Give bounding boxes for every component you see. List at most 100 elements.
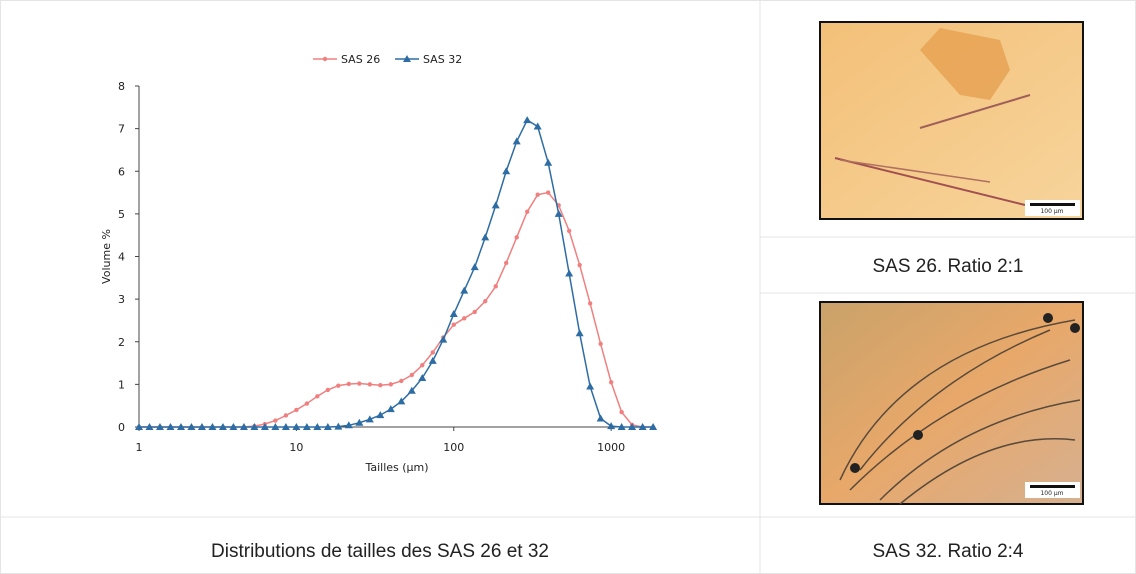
y-tick-label: 3 [118, 293, 125, 306]
data-point [344, 421, 353, 429]
photo-sas32: 100 µm [819, 301, 1084, 505]
data-point [586, 382, 595, 390]
series-line [139, 119, 654, 428]
data-point [229, 423, 238, 430]
data-point [451, 322, 456, 327]
data-point [218, 423, 227, 430]
y-tick-label: 5 [118, 208, 125, 221]
data-point [323, 423, 332, 430]
data-point [514, 235, 519, 240]
data-point [462, 316, 467, 321]
data-point [481, 233, 490, 241]
data-point [533, 122, 542, 130]
y-tick-label: 7 [118, 123, 125, 136]
data-point [399, 378, 404, 384]
data-point [239, 423, 248, 430]
data-point [535, 192, 540, 197]
scale-bar-label: 100 µm [1040, 208, 1063, 215]
data-point [367, 382, 373, 387]
data-point [598, 341, 603, 347]
data-point [283, 413, 289, 418]
data-point [260, 423, 269, 430]
data-point [565, 269, 574, 277]
data-point [304, 401, 310, 406]
image-caption: SAS 26. Ratio 2:1 [872, 256, 1023, 277]
x-tick-label: 10 [289, 441, 303, 454]
data-point [503, 260, 509, 266]
y-tick-label: 2 [118, 336, 125, 349]
x-tick-label: 1000 [597, 441, 625, 454]
data-point [577, 262, 582, 268]
data-point [334, 422, 343, 430]
data-point [430, 350, 435, 355]
legend-label: SAS 26 [341, 53, 380, 66]
data-point [460, 286, 469, 294]
x-axis-title: Tailles (µm) [364, 461, 428, 474]
x-tick-label: 1 [136, 441, 143, 454]
legend-label: SAS 32 [423, 53, 462, 66]
data-point [386, 405, 395, 413]
data-point [355, 418, 364, 426]
data-point [294, 407, 299, 413]
data-point [545, 190, 551, 195]
chart-caption: Distributions de tailles des SAS 26 et 3… [211, 541, 549, 562]
data-point [575, 329, 584, 337]
legend-marker [322, 56, 328, 62]
data-point [271, 423, 280, 430]
data-point [302, 423, 311, 430]
data-point [365, 415, 374, 423]
data-point [176, 423, 185, 430]
data-point [250, 423, 259, 430]
data-point [325, 387, 331, 393]
y-tick-label: 4 [118, 251, 125, 264]
data-point [397, 397, 406, 405]
data-point [544, 158, 553, 166]
data-point [619, 409, 624, 415]
data-point [587, 301, 593, 306]
data-point [420, 362, 425, 368]
data-point [409, 372, 414, 378]
data-point [376, 411, 385, 419]
data-point [292, 423, 301, 430]
data-point [525, 209, 530, 214]
legend-marker [403, 55, 411, 62]
y-tick-label: 8 [118, 80, 125, 93]
data-point [566, 228, 572, 234]
y-tick-label: 1 [118, 378, 125, 391]
y-axis-title: Volume % [100, 229, 113, 284]
data-point [378, 383, 383, 388]
data-point [187, 423, 196, 430]
data-point [554, 209, 563, 217]
data-point [346, 381, 352, 387]
data-point [418, 373, 427, 381]
data-point [491, 201, 500, 209]
data-point [336, 383, 341, 388]
data-point [145, 423, 154, 430]
data-point [388, 382, 394, 387]
data-point [493, 284, 498, 289]
data-point [596, 414, 605, 422]
data-point [607, 422, 616, 430]
y-tick-label: 0 [118, 421, 125, 434]
data-point [357, 381, 362, 386]
data-point [166, 423, 175, 430]
data-point [628, 423, 637, 430]
data-point [483, 299, 488, 304]
data-point [617, 423, 626, 430]
data-point [608, 380, 614, 385]
data-point [439, 335, 448, 343]
data-point [208, 423, 217, 430]
data-point [407, 386, 416, 394]
data-point [135, 423, 143, 430]
data-point [281, 423, 290, 430]
data-point [470, 263, 479, 271]
data-point [638, 423, 647, 430]
photo-sas26: 100 µm [819, 21, 1084, 220]
data-point [512, 137, 521, 145]
data-point [313, 423, 322, 430]
image-caption: SAS 32. Ratio 2:4 [872, 541, 1023, 562]
data-point [428, 356, 437, 364]
data-point [523, 116, 532, 124]
